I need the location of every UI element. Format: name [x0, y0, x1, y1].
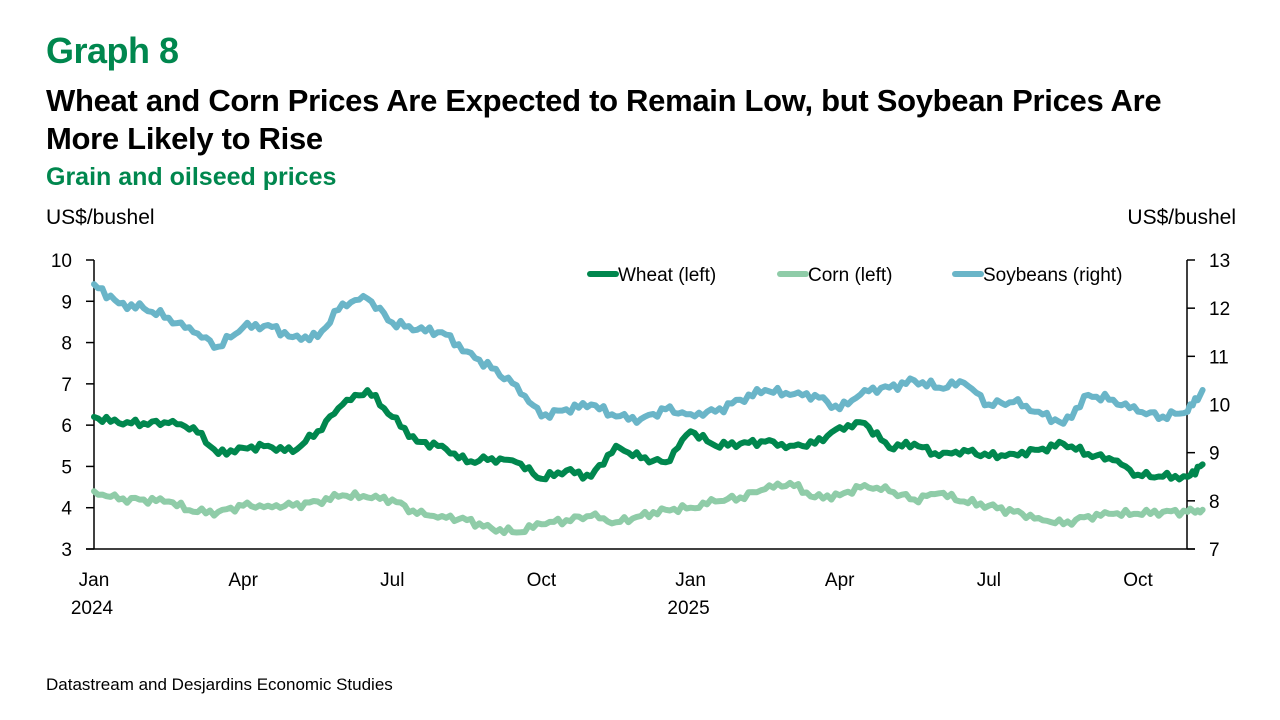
left-y-tick-label: 8: [61, 334, 72, 355]
left-y-tick-label: 5: [61, 457, 72, 478]
right-y-tick-label: 13: [1209, 251, 1230, 272]
x-tick-label: Jul: [380, 570, 404, 591]
x-tick-label: Jan: [675, 570, 706, 591]
left-y-tick-label: 10: [51, 251, 72, 272]
right-y-tick-label: 10: [1209, 396, 1230, 417]
x-tick-label: Jul: [977, 570, 1001, 591]
x-tick-label: Apr: [825, 570, 855, 591]
x-tick-label: Oct: [527, 570, 557, 591]
x-year-label: 2025: [667, 598, 709, 619]
x-tick-label: Jan: [79, 570, 110, 591]
x-tick-label: Oct: [1123, 570, 1153, 591]
x-year-label: 2024: [71, 598, 114, 619]
left-y-tick-label: 4: [61, 499, 72, 520]
right-y-tick-label: 11: [1209, 347, 1229, 368]
chart-subtitle: Grain and oilseed prices: [46, 163, 337, 191]
legend-label-corn: Corn (left): [808, 265, 892, 286]
series-line-corn: [91, 479, 1206, 537]
source-note: Datastream and Desjardins Economic Studi…: [46, 675, 393, 694]
x-tick-label: Apr: [228, 570, 258, 591]
left-y-tick-label: 7: [61, 375, 72, 396]
right-y-tick-label: 9: [1209, 444, 1220, 465]
right-y-tick-label: 12: [1209, 299, 1230, 320]
right-y-tick-label: 8: [1209, 492, 1220, 513]
left-y-tick-label: 3: [61, 540, 72, 561]
right-axis-unit-label: US$/bushel: [1127, 206, 1236, 229]
series-line-soybeans: [91, 281, 1206, 427]
legend: Wheat (left) Corn (left) Soybeans (right): [587, 265, 1122, 286]
series-line-wheat: [91, 387, 1206, 483]
legend-label-soybeans: Soybeans (right): [983, 265, 1122, 286]
left-y-tick-label: 6: [61, 416, 72, 437]
left-y-tick-label: 9: [61, 292, 72, 313]
right-y-tick-label: 7: [1209, 540, 1220, 561]
axes: 3 4 5 6 7 8 9 10 7 8 9 10 11 12 13 Jan 2024 Apr Jul Oct Jan 2…: [51, 251, 1230, 619]
left-axis-unit-label: US$/bushel: [46, 206, 155, 229]
series-layer: [91, 281, 1206, 537]
legend-label-wheat: Wheat (left): [618, 265, 716, 286]
graph-number: Graph 8: [46, 30, 179, 71]
chart-title: Wheat and Corn Prices Are Expected to Re…: [46, 83, 1162, 156]
